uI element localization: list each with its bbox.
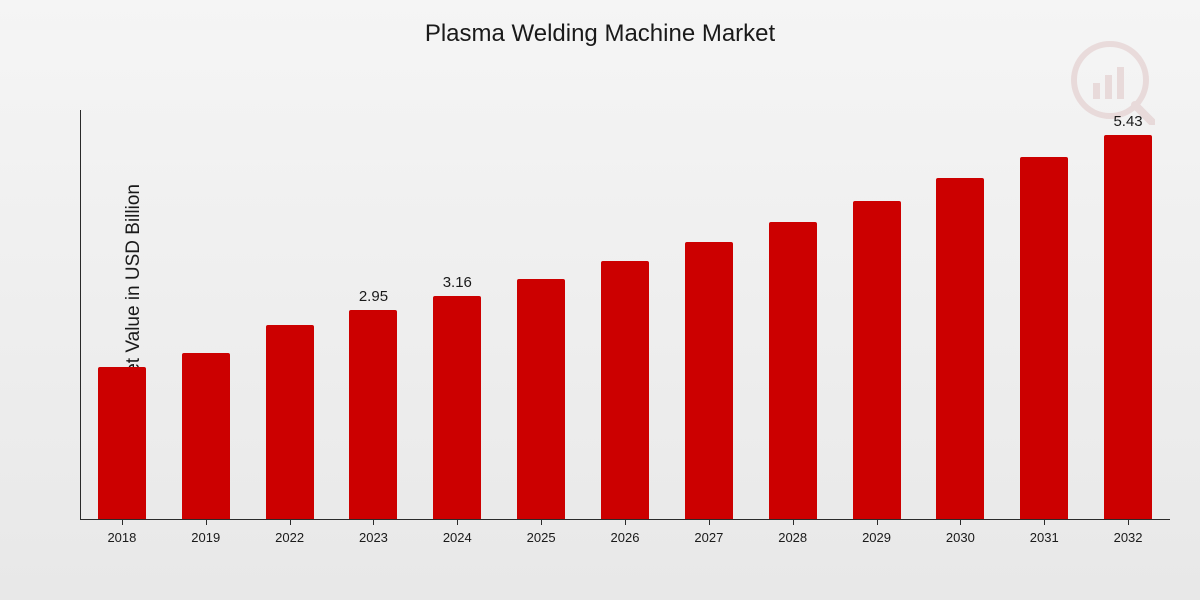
bar <box>853 201 901 519</box>
bar <box>1020 157 1068 519</box>
x-tick <box>1128 520 1129 525</box>
x-tick-label: 2023 <box>343 530 403 545</box>
x-tick-label: 2027 <box>679 530 739 545</box>
chart-title: Plasma Welding Machine Market <box>0 0 1200 48</box>
x-tick-label: 2028 <box>763 530 823 545</box>
bar <box>266 325 314 519</box>
bar <box>98 367 146 519</box>
x-tick <box>290 520 291 525</box>
bar <box>1104 135 1152 519</box>
x-tick <box>541 520 542 525</box>
x-tick-label: 2029 <box>847 530 907 545</box>
bar <box>936 178 984 519</box>
x-tick-label: 2019 <box>176 530 236 545</box>
bar <box>433 296 481 519</box>
x-tick <box>960 520 961 525</box>
x-tick-label: 2022 <box>260 530 320 545</box>
x-tick-label: 2024 <box>427 530 487 545</box>
x-tick <box>373 520 374 525</box>
x-tick <box>877 520 878 525</box>
bar <box>517 279 565 519</box>
x-tick-label: 2026 <box>595 530 655 545</box>
x-tick <box>793 520 794 525</box>
x-tick-label: 2031 <box>1014 530 1074 545</box>
x-tick <box>625 520 626 525</box>
x-tick <box>206 520 207 525</box>
x-tick-label: 2018 <box>92 530 152 545</box>
bar <box>685 242 733 519</box>
bar <box>769 222 817 519</box>
x-tick <box>709 520 710 525</box>
x-tick <box>457 520 458 525</box>
x-tick-label: 2030 <box>930 530 990 545</box>
bar <box>349 310 397 519</box>
x-tick <box>122 520 123 525</box>
bar <box>601 261 649 519</box>
x-tick <box>1044 520 1045 525</box>
x-tick-label: 2025 <box>511 530 571 545</box>
y-axis-line <box>80 110 81 520</box>
bar-value-label: 5.43 <box>1098 113 1158 130</box>
bar-value-label: 3.16 <box>427 274 487 291</box>
bar-value-label: 2.95 <box>343 288 403 305</box>
bar <box>182 353 230 519</box>
x-tick-label: 2032 <box>1098 530 1158 545</box>
chart-area: 20182019202220232.9520243.16202520262027… <box>80 110 1170 520</box>
